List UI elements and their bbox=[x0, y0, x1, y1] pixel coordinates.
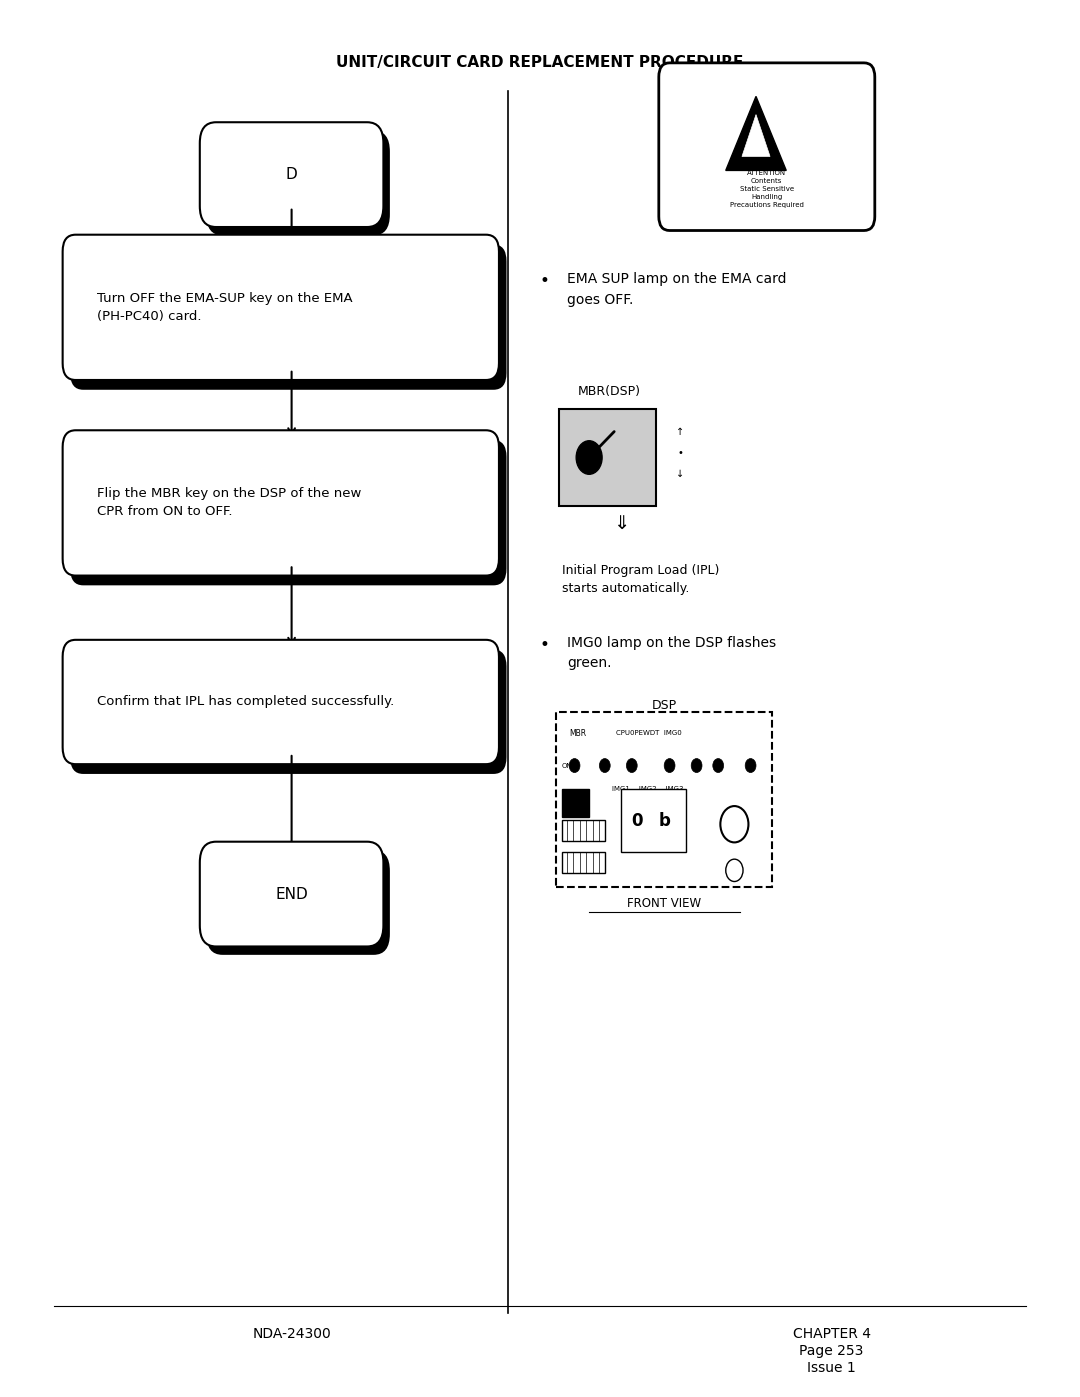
Text: IMG1    IMG2    IMG3: IMG1 IMG2 IMG3 bbox=[612, 787, 684, 792]
Text: Confirm that IPL has completed successfully.: Confirm that IPL has completed successfu… bbox=[97, 696, 394, 708]
Circle shape bbox=[599, 759, 610, 773]
Text: END: END bbox=[275, 887, 308, 901]
Text: Page 253: Page 253 bbox=[799, 1344, 864, 1358]
Text: ATTENTION
Contents
Static Sensitive
Handling
Precautions Required: ATTENTION Contents Static Sensitive Hand… bbox=[730, 169, 804, 208]
Bar bbox=[621, 789, 686, 852]
Text: Issue 1: Issue 1 bbox=[807, 1361, 856, 1375]
Text: ↑: ↑ bbox=[676, 427, 685, 437]
Bar bbox=[562, 820, 605, 841]
Text: Turn OFF the EMA-SUP key on the EMA
(PH-PC40) card.: Turn OFF the EMA-SUP key on the EMA (PH-… bbox=[97, 292, 353, 323]
Text: ON: ON bbox=[562, 763, 572, 768]
Text: Flip the MBR key on the DSP of the new
CPR from ON to OFF.: Flip the MBR key on the DSP of the new C… bbox=[97, 488, 362, 518]
Text: NDA-24300: NDA-24300 bbox=[253, 1327, 330, 1341]
Text: CPU0PEWDT  IMG0: CPU0PEWDT IMG0 bbox=[616, 731, 681, 736]
Bar bbox=[562, 852, 605, 873]
Bar bbox=[556, 712, 772, 887]
Text: •: • bbox=[540, 636, 550, 654]
Text: ⇓: ⇓ bbox=[612, 514, 630, 534]
FancyBboxPatch shape bbox=[206, 849, 390, 956]
Text: IMG0 lamp on the DSP flashes
green.: IMG0 lamp on the DSP flashes green. bbox=[567, 636, 777, 671]
Text: EMA SUP lamp on the EMA card
goes OFF.: EMA SUP lamp on the EMA card goes OFF. bbox=[567, 272, 786, 307]
Polygon shape bbox=[742, 115, 770, 156]
Circle shape bbox=[577, 441, 603, 475]
Polygon shape bbox=[726, 96, 786, 170]
Text: UNIT/CIRCUIT CARD REPLACEMENT PROCEDURE: UNIT/CIRCUIT CARD REPLACEMENT PROCEDURE bbox=[336, 56, 744, 70]
FancyBboxPatch shape bbox=[70, 244, 507, 390]
FancyBboxPatch shape bbox=[70, 440, 507, 585]
FancyBboxPatch shape bbox=[559, 409, 656, 506]
Bar bbox=[562, 789, 589, 817]
Text: •: • bbox=[677, 448, 684, 458]
FancyBboxPatch shape bbox=[200, 123, 383, 228]
Text: DSP: DSP bbox=[651, 698, 677, 712]
Circle shape bbox=[713, 759, 724, 773]
Text: •: • bbox=[540, 272, 550, 291]
Text: FRONT VIEW: FRONT VIEW bbox=[627, 897, 701, 911]
FancyBboxPatch shape bbox=[63, 235, 499, 380]
Circle shape bbox=[626, 759, 637, 773]
Circle shape bbox=[745, 759, 756, 773]
Circle shape bbox=[569, 759, 580, 773]
Text: D: D bbox=[286, 168, 297, 182]
FancyBboxPatch shape bbox=[659, 63, 875, 231]
FancyBboxPatch shape bbox=[70, 650, 507, 774]
FancyBboxPatch shape bbox=[63, 430, 499, 576]
Circle shape bbox=[691, 759, 702, 773]
Text: ↓: ↓ bbox=[676, 469, 685, 479]
FancyBboxPatch shape bbox=[200, 841, 383, 947]
FancyBboxPatch shape bbox=[206, 131, 390, 235]
Text: MBR(DSP): MBR(DSP) bbox=[578, 384, 640, 398]
Text: Initial Program Load (IPL)
starts automatically.: Initial Program Load (IPL) starts automa… bbox=[562, 564, 719, 595]
Text: CHAPTER 4: CHAPTER 4 bbox=[793, 1327, 870, 1341]
Text: MBR: MBR bbox=[569, 729, 586, 738]
Circle shape bbox=[664, 759, 675, 773]
Text: b: b bbox=[659, 813, 670, 830]
Text: 0: 0 bbox=[632, 813, 643, 830]
FancyBboxPatch shape bbox=[63, 640, 499, 764]
